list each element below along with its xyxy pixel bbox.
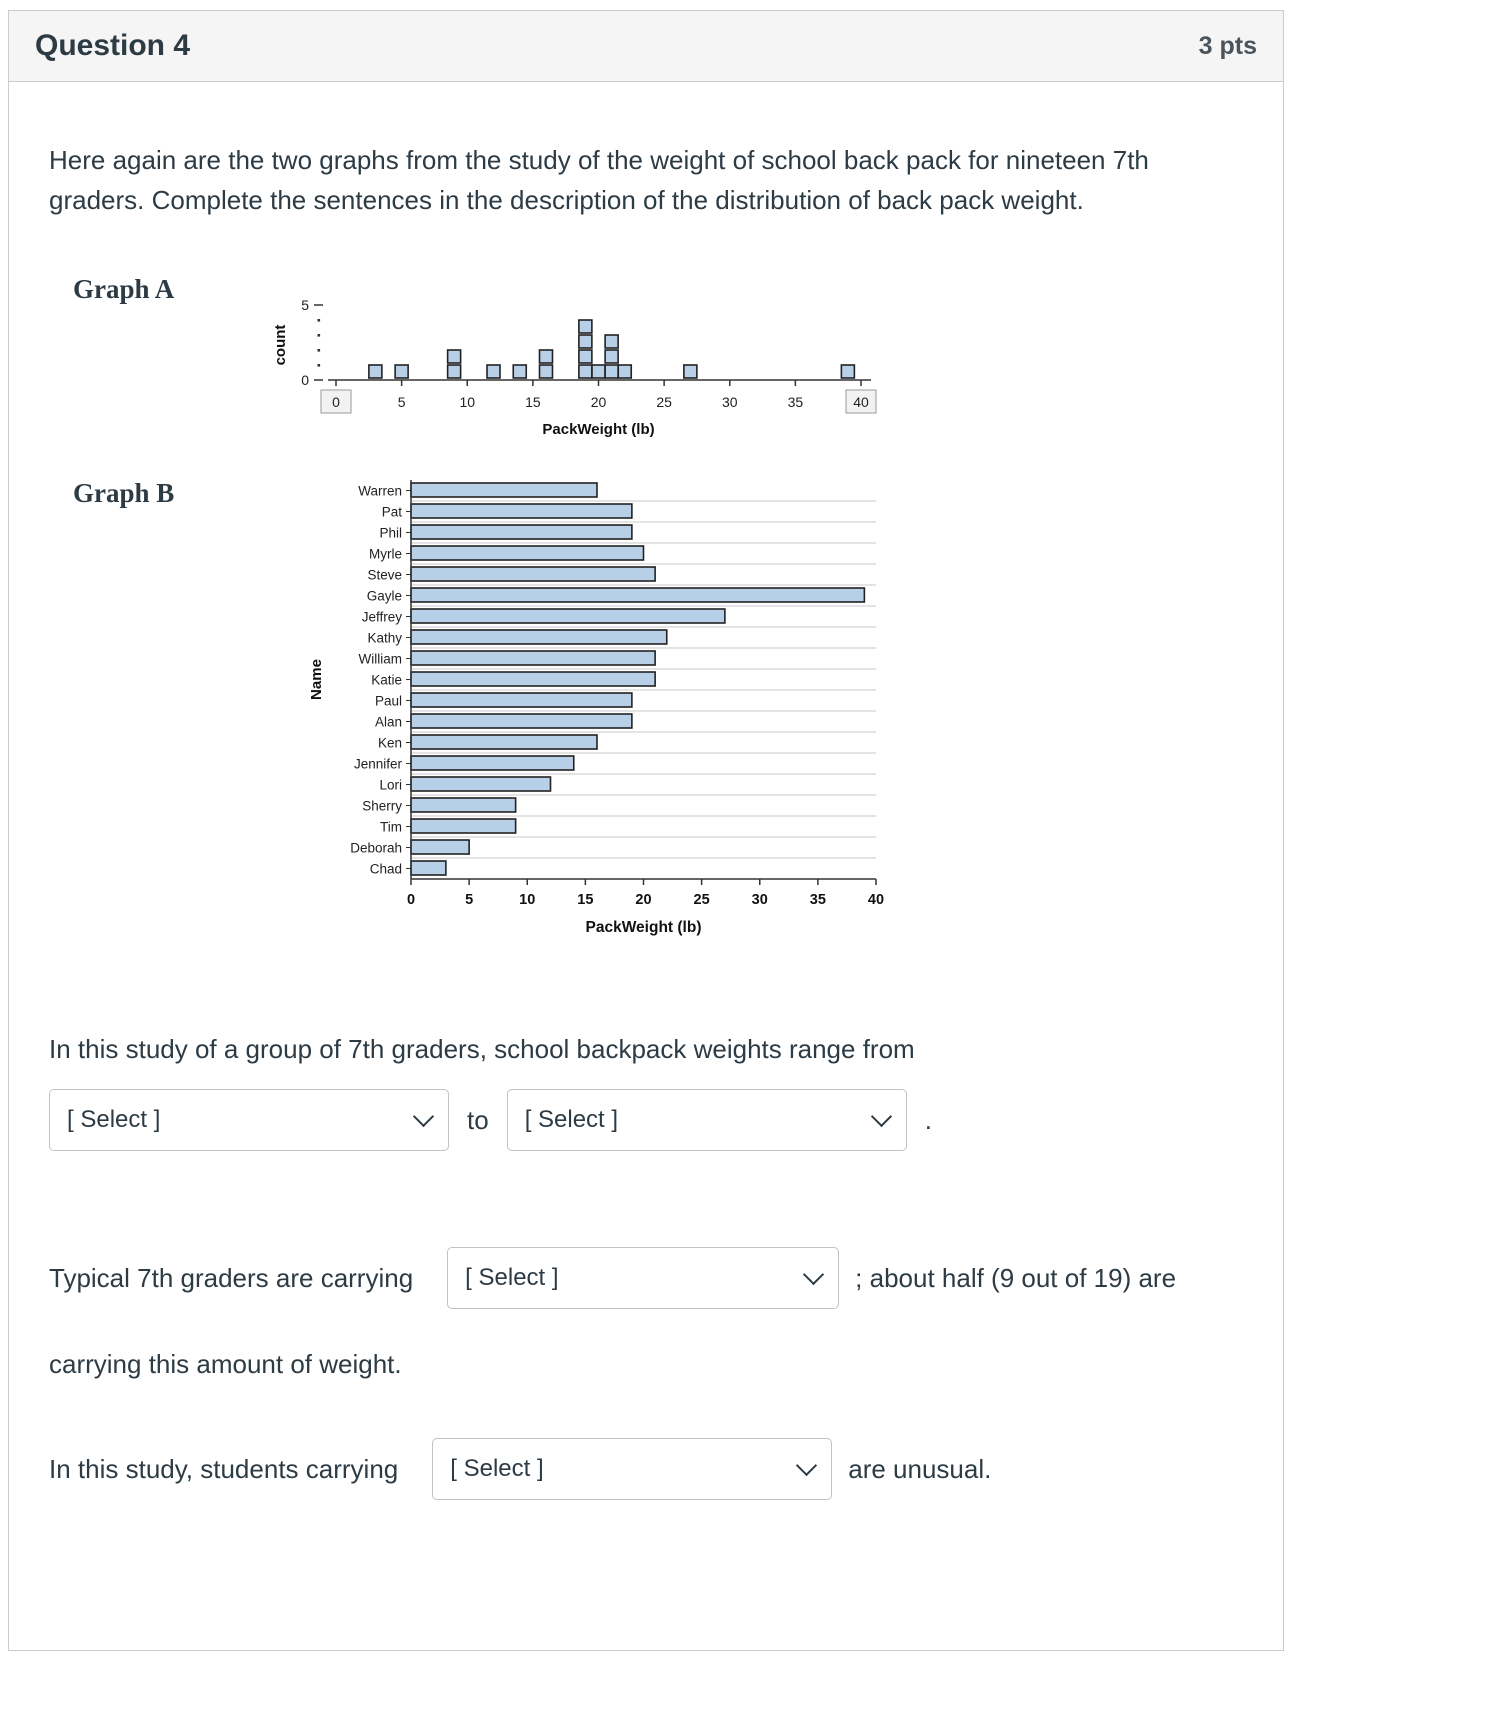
chevron-down-icon: [870, 1105, 892, 1127]
svg-text:count: count: [272, 325, 289, 366]
svg-text:10: 10: [459, 394, 475, 410]
svg-text:0: 0: [407, 892, 415, 908]
question-body: Here again are the two graphs from the s…: [9, 82, 1283, 1650]
typical-sentence-line2: carrying this amount of weight.: [49, 1349, 402, 1379]
svg-text:15: 15: [577, 892, 593, 908]
svg-text:30: 30: [722, 394, 738, 410]
unusual-sentence-after: are unusual.: [848, 1453, 992, 1484]
svg-text:Kathy: Kathy: [367, 631, 402, 646]
svg-text:20: 20: [591, 394, 607, 410]
svg-text:Jeffrey: Jeffrey: [362, 610, 403, 625]
svg-text:20: 20: [635, 892, 651, 908]
svg-text:Gayle: Gayle: [367, 589, 402, 604]
fill-in-sentence-3: In this study, students carrying [ Selec…: [49, 1438, 1243, 1500]
graph-a-label: Graph A: [73, 274, 175, 304]
svg-text:Name: Name: [308, 659, 325, 700]
range-sentence-text: In this study of a group of 7th graders,…: [49, 1034, 915, 1064]
typical-weight-select-value: [ Select ]: [465, 1264, 559, 1291]
chevron-down-icon: [412, 1105, 435, 1127]
svg-text:35: 35: [788, 394, 804, 410]
svg-text:5: 5: [301, 297, 309, 313]
fill-in-sentence-2: Typical 7th graders are carrying [ Selec…: [49, 1247, 1243, 1380]
typical-sentence-text: Typical 7th graders are carrying: [49, 1262, 414, 1293]
svg-text:Alan: Alan: [375, 715, 402, 730]
svg-text:10: 10: [519, 892, 535, 908]
chevron-down-icon: [803, 1263, 825, 1285]
svg-text:William: William: [359, 652, 403, 667]
svg-text:Sherry: Sherry: [362, 799, 402, 814]
svg-text:0: 0: [332, 394, 340, 410]
svg-text:Pat: Pat: [382, 505, 403, 520]
question-title: Question 4: [35, 29, 191, 62]
svg-text:Lori: Lori: [379, 778, 402, 793]
range-sentence-period: .: [924, 1104, 932, 1135]
typical-sentence-after: ; about half (9 out of 19) are: [855, 1262, 1177, 1293]
svg-text:PackWeight (lb): PackWeight (lb): [586, 919, 702, 936]
svg-text:35: 35: [810, 892, 826, 908]
svg-text:Jennifer: Jennifer: [354, 757, 403, 772]
svg-text:Ken: Ken: [378, 736, 402, 751]
svg-text:40: 40: [853, 394, 869, 410]
range-max-select-value: [ Select ]: [524, 1106, 619, 1133]
typical-weight-select[interactable]: [ Select ]: [447, 1247, 840, 1309]
range-min-select[interactable]: [ Select ]: [49, 1089, 449, 1151]
question-card: Question 4 3 pts Here again are the two …: [8, 10, 1284, 1651]
dot-plot-chart: 0 5 10 15 20 25 30 35 40 PackWeight (lb) 0 5 count: [272, 297, 877, 438]
unusual-weight-select[interactable]: [ Select ]: [432, 1438, 833, 1500]
fill-in-sentence-1: In this study of a group of 7th graders,…: [49, 1034, 1243, 1151]
svg-text:40: 40: [868, 892, 884, 908]
svg-text:Chad: Chad: [370, 862, 402, 877]
unusual-weight-select-value: [ Select ]: [450, 1455, 544, 1482]
svg-text:Warren: Warren: [358, 484, 402, 499]
typical-select-row: Typical 7th graders are carrying [ Selec…: [49, 1247, 1243, 1309]
svg-text:0: 0: [301, 372, 309, 388]
bar-chart: Warren Pat Phil Myrle Steve Gayle Jeffrey Kathy…: [308, 480, 884, 936]
svg-text:Phil: Phil: [379, 526, 402, 541]
question-header: Question 4 3 pts: [9, 11, 1283, 82]
svg-text:Tim: Tim: [380, 820, 402, 835]
chevron-down-icon: [796, 1454, 818, 1476]
unusual-select-row: In this study, students carrying [ Selec…: [49, 1438, 1243, 1500]
svg-text:Paul: Paul: [375, 694, 402, 709]
fill-in-sentences: In this study of a group of 7th graders,…: [49, 1034, 1243, 1500]
svg-text:Katie: Katie: [371, 673, 402, 688]
question-points: 3 pts: [1198, 31, 1257, 60]
svg-text:15: 15: [525, 394, 541, 410]
svg-text:25: 25: [694, 892, 710, 908]
range-max-select[interactable]: [ Select ]: [506, 1089, 907, 1151]
svg-text:Steve: Steve: [367, 568, 402, 583]
graph-a-section: Graph A 0 5 10 15 20 25 30 35 40 PackWeight (lb) 0…: [49, 268, 1243, 438]
svg-text:PackWeight (lb): PackWeight (lb): [542, 421, 654, 438]
graph-b-section: Graph B Warren Pat Phil Myrle Steve Gayle Jeff…: [49, 472, 1243, 942]
svg-text:Deborah: Deborah: [350, 841, 402, 856]
range-select-row: [ Select ] to [ Select ] .: [49, 1089, 1243, 1151]
graph-b-label: Graph B: [73, 478, 175, 508]
question-intro: Here again are the two graphs from the s…: [49, 145, 1149, 215]
range-to-text: to: [467, 1104, 489, 1135]
svg-text:25: 25: [656, 394, 672, 410]
svg-text:Myrle: Myrle: [369, 547, 402, 562]
unusual-sentence-text: In this study, students carrying: [49, 1453, 399, 1484]
svg-text:30: 30: [752, 892, 768, 908]
range-min-select-value: [ Select ]: [67, 1106, 161, 1133]
svg-text:5: 5: [398, 394, 406, 410]
svg-text:5: 5: [465, 892, 473, 908]
